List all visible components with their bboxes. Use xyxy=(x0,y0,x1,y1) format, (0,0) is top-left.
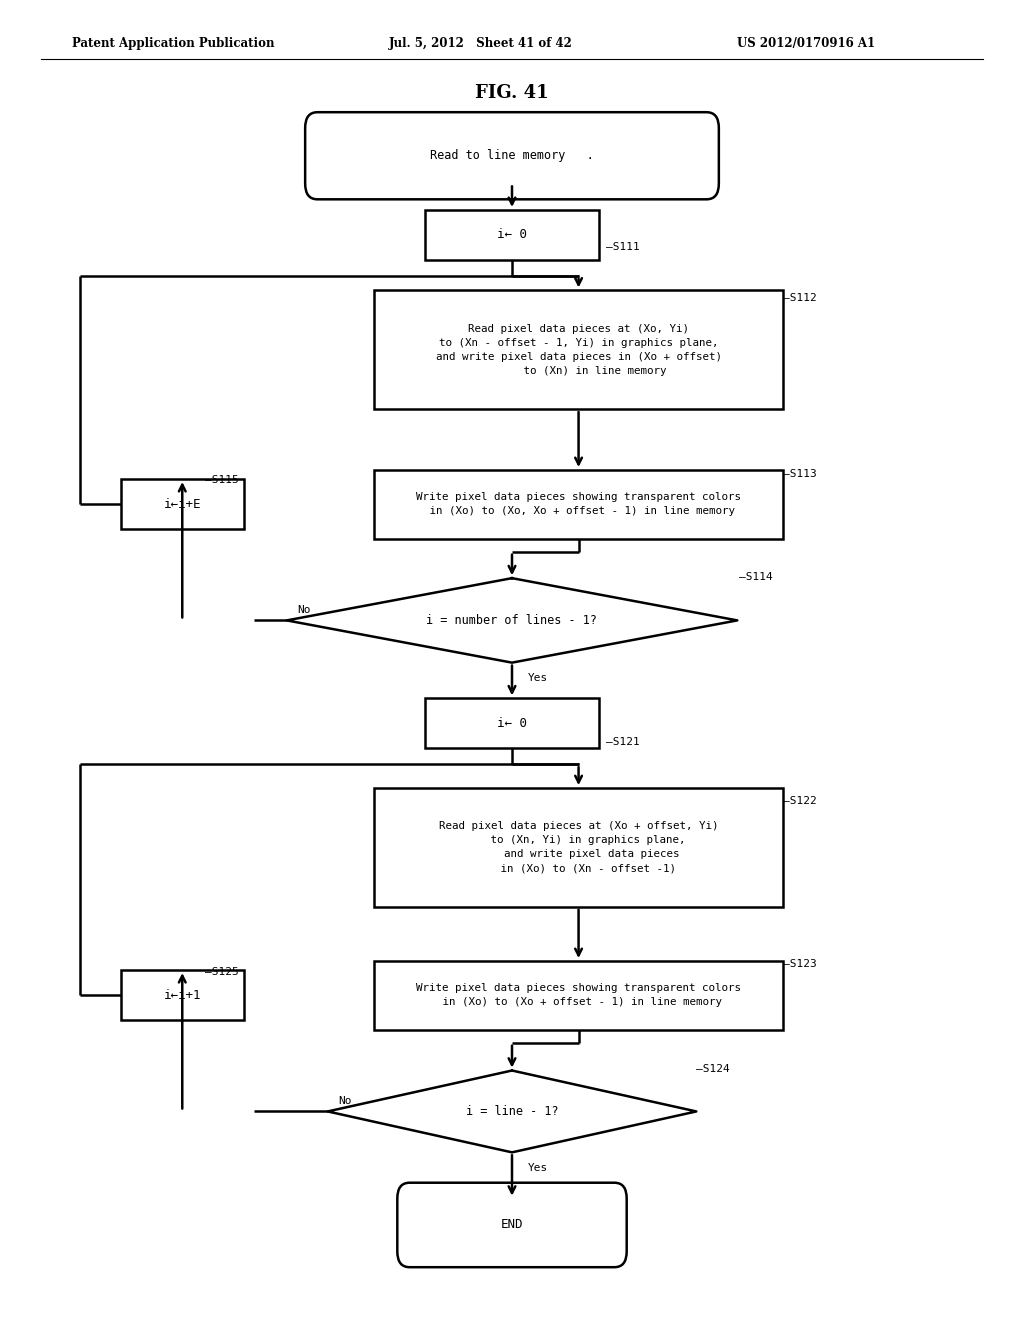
Text: Yes: Yes xyxy=(527,1163,548,1173)
Text: —S114: —S114 xyxy=(739,572,773,582)
Text: i←i+E: i←i+E xyxy=(164,498,201,511)
Text: Read pixel data pieces at (Xo, Yi)
to (Xn - offset - 1, Yi) in graphics plane,
a: Read pixel data pieces at (Xo, Yi) to (X… xyxy=(435,323,722,376)
Text: i← 0: i← 0 xyxy=(497,717,527,730)
Text: Read pixel data pieces at (Xo + offset, Yi)
   to (Xn, Yi) in graphics plane,
  : Read pixel data pieces at (Xo + offset, … xyxy=(439,821,718,874)
Text: US 2012/0170916 A1: US 2012/0170916 A1 xyxy=(737,37,876,50)
Text: —S121: —S121 xyxy=(606,737,640,747)
Bar xyxy=(121,479,244,529)
Text: Jul. 5, 2012   Sheet 41 of 42: Jul. 5, 2012 Sheet 41 of 42 xyxy=(389,37,573,50)
Text: i←i+1: i←i+1 xyxy=(164,989,201,1002)
Text: —S115: —S115 xyxy=(205,475,239,486)
Bar xyxy=(425,210,599,260)
Bar xyxy=(374,961,783,1030)
Polygon shape xyxy=(287,578,737,663)
Text: —S111: —S111 xyxy=(606,242,640,252)
Text: —S124: —S124 xyxy=(696,1064,730,1074)
Text: Yes: Yes xyxy=(527,673,548,684)
Text: Write pixel data pieces showing transparent colors
 in (Xo) to (Xo, Xo + offset : Write pixel data pieces showing transpar… xyxy=(416,492,741,516)
Text: No: No xyxy=(297,605,310,615)
Text: —S125: —S125 xyxy=(205,966,239,977)
Text: Read to line memory   .: Read to line memory . xyxy=(430,149,594,162)
Text: —S112: —S112 xyxy=(783,293,817,304)
Text: —S123: —S123 xyxy=(783,958,817,969)
Text: FIG. 41: FIG. 41 xyxy=(475,84,549,103)
Bar xyxy=(374,290,783,409)
Text: Patent Application Publication: Patent Application Publication xyxy=(72,37,274,50)
Text: —S113: —S113 xyxy=(783,469,817,479)
Bar xyxy=(121,970,244,1020)
Text: Write pixel data pieces showing transparent colors
 in (Xo) to (Xo + offset - 1): Write pixel data pieces showing transpar… xyxy=(416,983,741,1007)
Text: —S122: —S122 xyxy=(783,796,817,807)
Polygon shape xyxy=(328,1071,696,1152)
Text: No: No xyxy=(338,1096,351,1106)
Bar xyxy=(425,698,599,748)
Text: i = line - 1?: i = line - 1? xyxy=(466,1105,558,1118)
Bar xyxy=(374,470,783,539)
Text: END: END xyxy=(501,1218,523,1232)
FancyBboxPatch shape xyxy=(397,1183,627,1267)
Text: i = number of lines - 1?: i = number of lines - 1? xyxy=(427,614,597,627)
Text: i← 0: i← 0 xyxy=(497,228,527,242)
FancyBboxPatch shape xyxy=(305,112,719,199)
Bar xyxy=(374,788,783,907)
